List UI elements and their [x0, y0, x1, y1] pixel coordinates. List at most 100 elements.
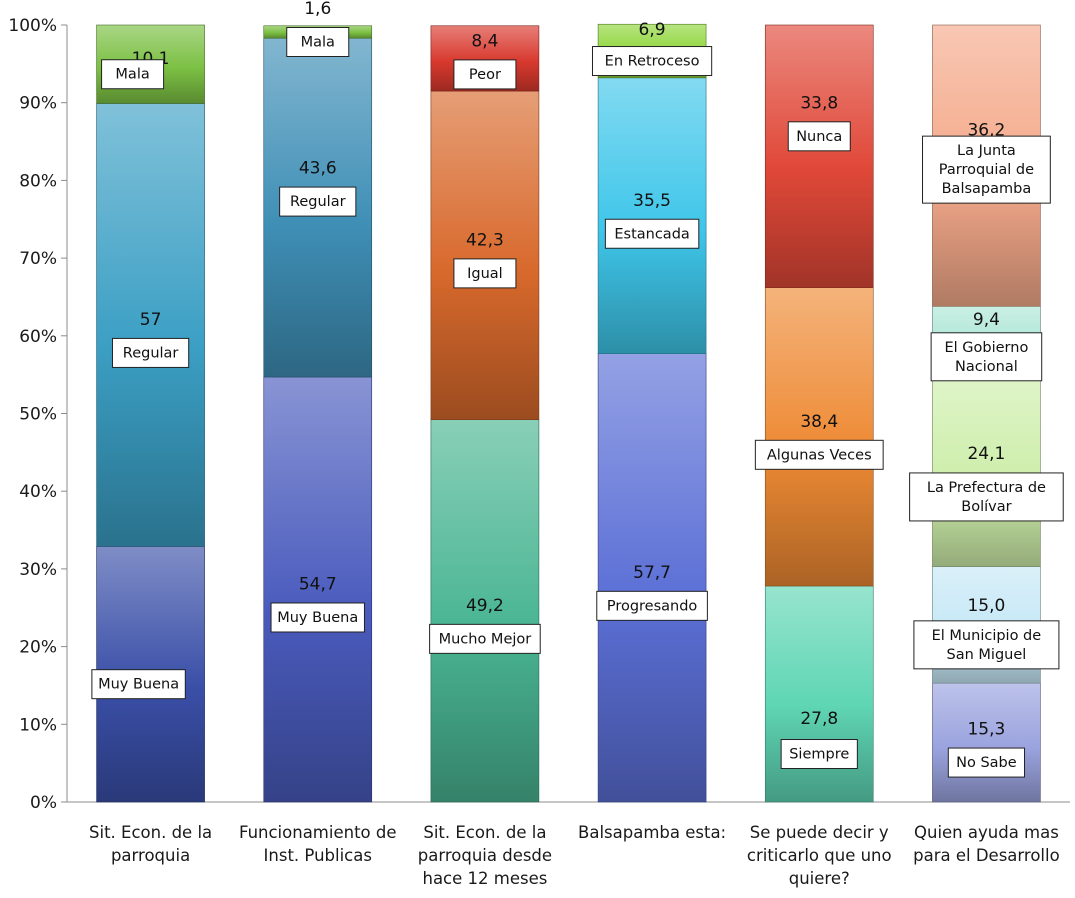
bar-segment: [263, 376, 373, 803]
segment-label-box: [596, 590, 708, 621]
bar-segment: [932, 682, 1041, 803]
data-label: 15,0: [967, 596, 1005, 616]
segment-label-box: [947, 747, 1026, 778]
x-tick-label: Sit. Econ. de la parroquia: [89, 823, 212, 865]
segment-label: Peor: [469, 67, 501, 83]
segment-label: Igual: [467, 266, 503, 282]
bar-group: [96, 24, 205, 803]
segment-label-box: [91, 669, 186, 700]
y-tick-label: 80%: [19, 171, 57, 191]
y-axis: 0% 10% 20% 30% 40% 50% 60% 70% 80% 90% 100%: [8, 16, 1070, 813]
data-label: 1,6: [304, 0, 331, 19]
y-tick-label: 100%: [8, 16, 57, 36]
segment-label-box: [111, 337, 190, 368]
segment-label-box: [930, 332, 1043, 382]
x-tick-label: Funcionamiento de Inst. Publicas: [239, 823, 397, 865]
bar-segment: [430, 419, 540, 803]
data-label: 24,1: [967, 444, 1005, 464]
segment-label: En Retroceso: [605, 54, 700, 70]
segment-label: Mucho Mejor: [439, 631, 532, 647]
bar-group: [263, 25, 373, 803]
data-label: 8,4: [471, 31, 498, 51]
segment-label-box: [780, 738, 858, 769]
x-tick-label: Sit. Econ. de la parroquia desde hace 12 m…: [418, 823, 552, 888]
segment-label: Mala: [301, 34, 335, 50]
segment-label-box: [922, 135, 1051, 204]
segment-label: Mala: [115, 67, 149, 83]
bar-labels: 49,2 Mucho Mejor 42,3 Igual 8,4 Peor: [429, 31, 541, 654]
bar-segment: [764, 585, 874, 803]
segment-label: Algunas Veces: [767, 447, 872, 463]
segment-label: El Municipio de San Miguel: [932, 628, 1042, 663]
segment-label-box: [913, 620, 1060, 670]
data-label: 57,7: [633, 563, 671, 583]
y-tick-label: 20%: [19, 638, 57, 658]
segment-label: Progresando: [607, 598, 698, 614]
y-tick-label: 90%: [19, 94, 57, 114]
segment-label: Siempre: [789, 746, 849, 762]
y-tick-label: 60%: [19, 327, 57, 347]
segment-label-box: [453, 59, 517, 90]
segment-label: No Sabe: [956, 755, 1017, 771]
segment-label: Muy Buena: [277, 610, 358, 626]
y-tick-label: 30%: [19, 560, 57, 580]
data-label: 35,5: [633, 191, 671, 211]
data-label: 43,6: [299, 159, 337, 179]
segment-label-box: [453, 258, 517, 289]
segment-label: Muy Buena: [98, 677, 179, 693]
bar-group: [597, 23, 707, 803]
data-label: 57: [140, 310, 162, 330]
segment-label: La Junta Parroquial de Balsapamba: [939, 143, 1034, 197]
y-tick-label: 0%: [30, 793, 57, 813]
bar-labels: 32,9Muy Buena57Regular10,1Mala: [91, 49, 190, 700]
bar-labels: 57,7 Progresando 35,5 Estancada 6,9 En Retroc…: [591, 20, 713, 621]
segment-label-box: [591, 46, 713, 77]
bar-segment: [96, 103, 205, 547]
data-label: 6,9: [639, 20, 666, 40]
segment-label-box: [429, 623, 541, 654]
bar-segment: [597, 77, 707, 354]
bar-labels: 27,8 Siempre 38,4 Algunas Veces 33,8 Nunca: [754, 93, 884, 769]
segment-label: Nunca: [796, 129, 842, 145]
segment-label-box: [787, 121, 851, 152]
bar-labels: 15,3 No Sabe 15,0 El Municipio de San Miguel…: [909, 121, 1064, 778]
segment-label: La Prefectura de Bolívar: [927, 480, 1046, 515]
segment-label-box: [279, 186, 357, 217]
segment-label-box: [604, 218, 700, 249]
x-tick-label: Balsapamba esta:: [578, 823, 726, 842]
bars: [96, 23, 1041, 803]
segment-label: Regular: [123, 345, 179, 361]
data-label: 49,2: [466, 596, 504, 616]
y-tick-label: 70%: [19, 249, 57, 269]
x-tick-label: Se puede decir y criticarlo que uno quiere…: [747, 823, 892, 888]
y-tick-label: 40%: [19, 482, 57, 502]
data-label: 42,3: [466, 230, 504, 250]
bar-segment: [430, 90, 540, 421]
y-tick-label: 50%: [19, 405, 57, 425]
x-axis-labels: Sit. Econ. de la parroquia Funcionamiento …: [89, 823, 1060, 888]
segment-label-box: [101, 59, 165, 90]
segment-label: Estancada: [614, 226, 689, 242]
data-label: 27,8: [800, 709, 838, 729]
data-label: 33,8: [800, 93, 838, 113]
segment-label-box: [909, 472, 1064, 522]
data-label: 9,4: [973, 310, 1000, 330]
segment-label: El Gobierno Nacional: [945, 340, 1029, 375]
data-label: 15,3: [967, 720, 1005, 740]
segment-label-box: [270, 602, 365, 633]
bar-group: [764, 24, 874, 803]
bar-labels: 54,7 Muy Buena 43,6 Regular 1,6 Mala: [270, 0, 365, 633]
data-label: 54,7: [299, 574, 337, 594]
bar-segment: [764, 287, 874, 587]
bar-group: [430, 25, 540, 803]
bar-segment: [764, 24, 874, 288]
segment-label-box: [286, 26, 350, 57]
segment-label: Regular: [290, 194, 346, 210]
x-tick-label: Quien ayuda mas para el Desarrollo: [913, 823, 1060, 865]
segment-label-box: [754, 439, 884, 470]
data-label: 38,4: [800, 412, 838, 432]
y-tick-label: 10%: [19, 715, 57, 735]
bar-segment: [597, 353, 707, 803]
